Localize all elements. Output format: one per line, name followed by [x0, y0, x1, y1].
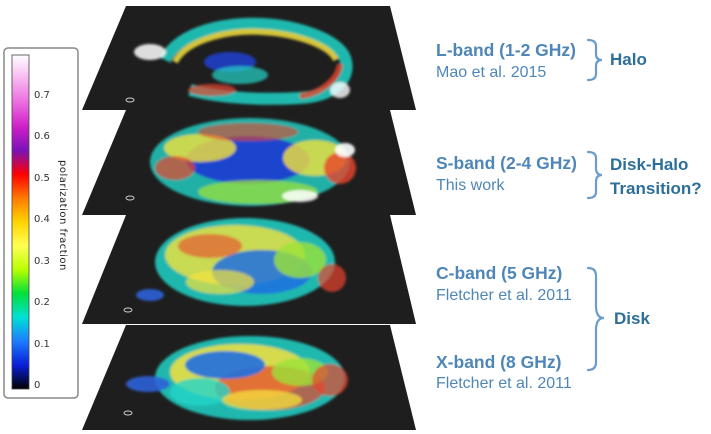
transition-label-line1: Disk-Halo	[610, 155, 689, 174]
disk-bracket	[586, 266, 605, 372]
l-band-beam-marker	[125, 97, 135, 103]
s-band-polarization-map	[150, 118, 356, 206]
c-band-beam-marker	[123, 307, 133, 313]
colorbar-tick-label: 0.6	[34, 131, 50, 143]
x-band-beam-marker	[123, 410, 133, 416]
colorbar-tick-label: 0.3	[34, 255, 50, 267]
c-band-reference: Fletcher et al. 2011	[436, 287, 572, 304]
s-band-title: S-band (2-4 GHz)	[436, 153, 577, 173]
x-band-reference: Fletcher et al. 2011	[436, 375, 572, 392]
colorbar-tick-label: 0.5	[34, 172, 50, 184]
l-band-map-plane	[82, 6, 416, 110]
disk-label: Disk	[614, 309, 650, 328]
halo-label: Halo	[610, 50, 647, 69]
colorbar-tick-label: 0	[34, 380, 41, 391]
x-band-title: X-band (8 GHz)	[436, 352, 562, 372]
halo-bracket	[586, 38, 603, 82]
l-band-reference: Mao et al. 2015	[436, 64, 547, 81]
l-band-polarization-map	[134, 17, 353, 105]
transition-label-line2: Transition?	[610, 179, 702, 198]
x-band-polarization-map	[126, 336, 348, 420]
colorbar-tick-label: 0.1	[34, 338, 50, 350]
c-band-map-plane	[82, 215, 416, 324]
c-band-title: C-band (5 GHz)	[436, 263, 563, 283]
colorbar-gradient	[11, 54, 30, 390]
colorbar-tick-label: 0.4	[34, 214, 50, 226]
colorbar-title: polarization fraction	[57, 160, 68, 271]
l-band-title: L-band (1-2 GHz)	[436, 40, 576, 60]
transition-bracket	[586, 150, 603, 200]
x-band-map-plane	[82, 325, 416, 430]
colorbar	[3, 47, 79, 399]
s-band-reference: This work	[436, 177, 505, 194]
brackets	[586, 38, 605, 372]
s-band-beam-marker	[125, 195, 135, 201]
s-band-map-plane	[82, 110, 416, 215]
colorbar-tick-label: 0.2	[34, 297, 50, 309]
c-band-polarization-map	[136, 218, 346, 306]
colorbar-tick-label: 0.7	[34, 90, 50, 101]
